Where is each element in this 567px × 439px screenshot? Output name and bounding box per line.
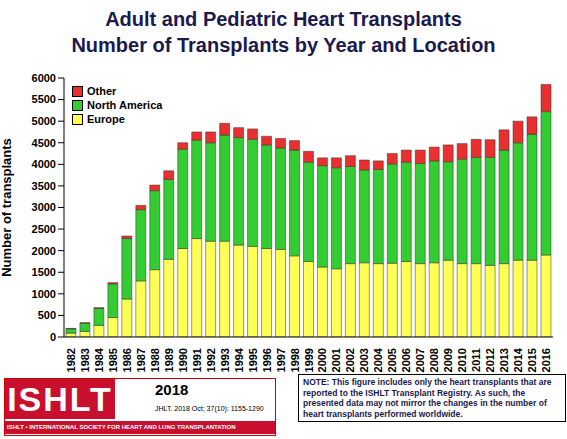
svg-text:1996: 1996 bbox=[261, 348, 273, 372]
svg-text:5500: 5500 bbox=[32, 93, 56, 105]
svg-text:500: 500 bbox=[38, 309, 56, 321]
svg-text:2006: 2006 bbox=[400, 348, 412, 372]
svg-text:2000: 2000 bbox=[32, 245, 56, 257]
svg-text:1997: 1997 bbox=[275, 348, 287, 372]
svg-text:1982: 1982 bbox=[65, 348, 77, 372]
svg-text:2007: 2007 bbox=[414, 348, 426, 372]
svg-text:2004: 2004 bbox=[372, 347, 384, 372]
svg-text:2003: 2003 bbox=[358, 348, 370, 372]
svg-text:6000: 6000 bbox=[32, 72, 56, 84]
svg-text:2008: 2008 bbox=[428, 348, 440, 372]
svg-text:2014: 2014 bbox=[512, 347, 524, 372]
svg-text:2001: 2001 bbox=[330, 348, 342, 372]
svg-text:2009: 2009 bbox=[442, 348, 454, 372]
svg-text:1992: 1992 bbox=[205, 348, 217, 372]
svg-text:Number of transplants: Number of transplants bbox=[8, 138, 14, 277]
svg-text:1994: 1994 bbox=[233, 347, 245, 372]
svg-text:1984: 1984 bbox=[93, 347, 105, 372]
html-text:JHLT. 2018 Oct; 37(10): 1155-1: JHLT. 2018 Oct; 37(10): 1155-1290 bbox=[155, 405, 264, 412]
svg-text:3500: 3500 bbox=[32, 180, 56, 192]
html-text:Europe: Europe bbox=[87, 113, 125, 125]
html-text:Adult and Pediatric Heart Tran: Adult and Pediatric Heart Transplants bbox=[105, 8, 462, 30]
svg-text:0: 0 bbox=[50, 331, 56, 343]
svg-text:3000: 3000 bbox=[32, 201, 56, 213]
svg-text:2013: 2013 bbox=[498, 348, 510, 372]
html-text:North America: North America bbox=[87, 99, 163, 111]
html-text:ISHLT • INTERNATIONAL SOCIETY: ISHLT • INTERNATIONAL SOCIETY FOR HEART … bbox=[7, 424, 236, 430]
svg-text:1500: 1500 bbox=[32, 266, 56, 278]
html-text:2018: 2018 bbox=[155, 381, 189, 398]
svg-text:1985: 1985 bbox=[107, 348, 119, 372]
svg-text:1989: 1989 bbox=[163, 348, 175, 372]
svg-text:2002: 2002 bbox=[344, 348, 356, 372]
svg-text:2012: 2012 bbox=[484, 348, 496, 372]
svg-text:1986: 1986 bbox=[121, 348, 133, 372]
html-text:ISHLT: ISHLT bbox=[7, 380, 113, 418]
svg-text:2016: 2016 bbox=[540, 348, 552, 372]
html-text:Number of Transplants by Year: Number of Transplants by Year and Locati… bbox=[71, 34, 496, 56]
svg-text:1993: 1993 bbox=[219, 348, 231, 372]
svg-text:1991: 1991 bbox=[191, 348, 203, 372]
svg-text:2500: 2500 bbox=[32, 223, 56, 235]
svg-text:4000: 4000 bbox=[32, 158, 56, 170]
svg-text:5000: 5000 bbox=[32, 115, 56, 127]
svg-text:4500: 4500 bbox=[32, 137, 56, 149]
svg-text:1983: 1983 bbox=[79, 348, 91, 372]
svg-text:1000: 1000 bbox=[32, 288, 56, 300]
svg-text:1999: 1999 bbox=[303, 348, 315, 372]
svg-text:1995: 1995 bbox=[247, 348, 259, 372]
svg-text:2005: 2005 bbox=[386, 348, 398, 372]
svg-text:1988: 1988 bbox=[149, 348, 161, 372]
svg-text:2010: 2010 bbox=[456, 348, 468, 372]
html-text:NOTE: This figure includes onl: NOTE: This figure includes only the hear… bbox=[303, 377, 552, 419]
svg-text:1990: 1990 bbox=[177, 348, 189, 372]
html-text:Other: Other bbox=[87, 85, 117, 97]
svg-text:1998: 1998 bbox=[289, 348, 301, 372]
svg-text:2000: 2000 bbox=[316, 348, 328, 372]
svg-text:1987: 1987 bbox=[135, 348, 147, 372]
svg-text:2015: 2015 bbox=[526, 348, 538, 372]
svg-text:2011: 2011 bbox=[470, 348, 482, 372]
